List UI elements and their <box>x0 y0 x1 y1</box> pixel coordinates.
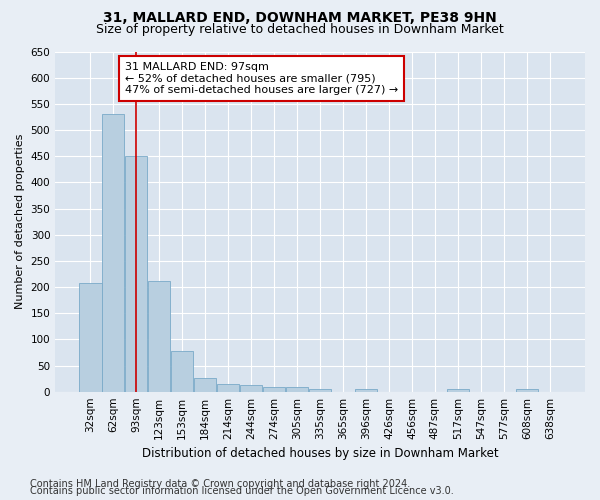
Text: Size of property relative to detached houses in Downham Market: Size of property relative to detached ho… <box>96 22 504 36</box>
Bar <box>263 388 285 392</box>
Bar <box>355 388 377 392</box>
Text: 31 MALLARD END: 97sqm
← 52% of detached houses are smaller (795)
47% of semi-det: 31 MALLARD END: 97sqm ← 52% of detached … <box>125 62 398 95</box>
Y-axis label: Number of detached properties: Number of detached properties <box>15 134 25 310</box>
Bar <box>240 386 262 392</box>
Bar <box>79 284 101 392</box>
Bar <box>217 384 239 392</box>
Bar <box>102 114 124 392</box>
Bar <box>447 389 469 392</box>
Bar <box>148 280 170 392</box>
Bar <box>515 389 538 392</box>
Bar <box>286 388 308 392</box>
Text: 31, MALLARD END, DOWNHAM MARKET, PE38 9HN: 31, MALLARD END, DOWNHAM MARKET, PE38 9H… <box>103 11 497 25</box>
Text: Contains public sector information licensed under the Open Government Licence v3: Contains public sector information licen… <box>30 486 454 496</box>
Bar <box>125 156 148 392</box>
Bar <box>171 351 193 392</box>
Bar <box>194 378 217 392</box>
X-axis label: Distribution of detached houses by size in Downham Market: Distribution of detached houses by size … <box>142 447 499 460</box>
Bar <box>309 388 331 392</box>
Text: Contains HM Land Registry data © Crown copyright and database right 2024.: Contains HM Land Registry data © Crown c… <box>30 479 410 489</box>
